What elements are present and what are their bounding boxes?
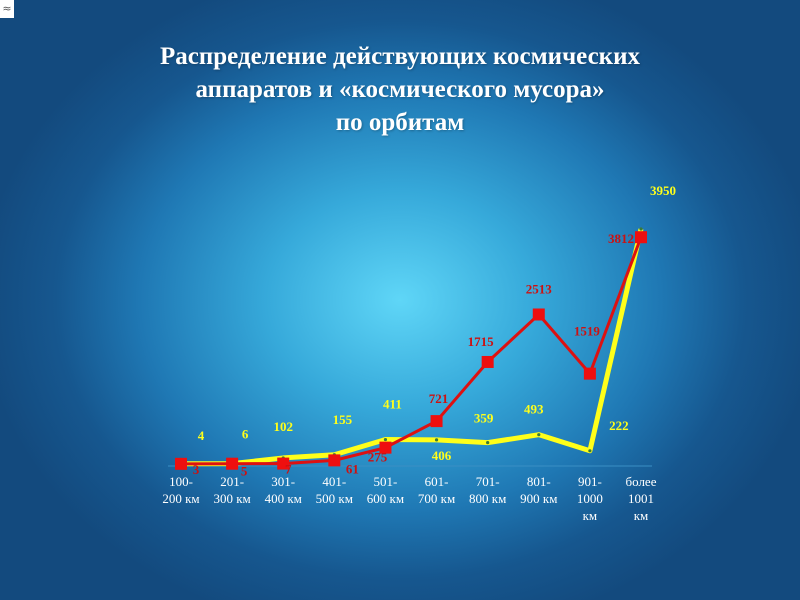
series-2-point: [328, 454, 341, 467]
series-1-point: [434, 438, 439, 442]
series-1-data-label: 3950: [650, 183, 676, 198]
x-tick-label-layer: 100-200 км 201-300 км 301-400 км 401-500 км…: [162, 474, 656, 523]
series-1-point: [588, 449, 592, 453]
series-2-data-label: 3812: [608, 231, 634, 246]
slide-title: Распределение действующих космических ап…: [40, 40, 760, 139]
data-label-layer: 3 5 7 61 275 721 1715 2513 1519 3812 4 6 102 155 411 40…: [193, 183, 676, 479]
x-tick-label: более 1001 км: [626, 474, 657, 523]
series-1-data-label: 493: [524, 402, 544, 417]
series-2-point: [277, 457, 290, 470]
title-line-2: аппаратов и «космического мусора»: [195, 76, 605, 103]
x-tick-label: 201-300 км: [213, 474, 250, 506]
series-1-point: [537, 433, 541, 437]
series-2-point: [583, 367, 596, 380]
x-tick-label: 801-900 км: [520, 474, 557, 506]
series-1-line: [180, 228, 644, 467]
series-2-point: [532, 308, 545, 321]
series-1-data-label: 222: [609, 418, 629, 433]
series-2-data-label: 5: [241, 464, 248, 479]
series-2-point: [175, 457, 187, 470]
series-2-point: [481, 355, 494, 368]
x-tick-label: 301-400 км: [265, 474, 302, 506]
series-2-point: [430, 415, 443, 428]
series-2-line: [180, 236, 643, 466]
x-tick-label: 100-200 км: [162, 474, 199, 506]
x-tick-label: 401-500 км: [316, 474, 353, 506]
series-2-point: [226, 457, 239, 470]
series-1-point: [486, 441, 490, 445]
x-tick-label: 701-800 км: [469, 474, 506, 506]
series-2-data-label: 275: [368, 450, 388, 465]
series-1-point: [639, 227, 643, 231]
title-line-3: по орбитам: [335, 109, 465, 136]
series-layer: [175, 227, 647, 470]
x-tick-label: 901-1000 км: [577, 474, 603, 523]
series-2-point: [635, 231, 647, 244]
series-2-point: [379, 441, 392, 454]
series-1-point: [383, 437, 388, 442]
x-tick-label: 501-600 км: [367, 474, 404, 506]
series-1-data-label: 102: [273, 419, 293, 434]
series-2-data-label: 2513: [526, 281, 553, 296]
series-1-data-label: 6: [242, 427, 249, 442]
series-2-data-label: 61: [346, 461, 359, 476]
series-1-data-label: 359: [474, 411, 494, 426]
series-1-data-label: 406: [432, 448, 452, 463]
series-2-data-label: 721: [429, 391, 449, 406]
title-line-1: Распределение действующих космических: [159, 43, 640, 70]
series-2-data-label: 1715: [468, 334, 495, 349]
series-1-data-label: 155: [333, 412, 353, 427]
series-1-data-label: 411: [383, 397, 402, 412]
x-tick-label: 601-700 км: [418, 474, 455, 506]
approx-icon: ≈: [0, 0, 14, 18]
series-2-data-label: 7: [285, 462, 292, 477]
series-2-data-label: 3: [193, 462, 200, 477]
series-1-data-label: 4: [198, 428, 205, 443]
series-2-data-label: 1519: [574, 324, 601, 339]
